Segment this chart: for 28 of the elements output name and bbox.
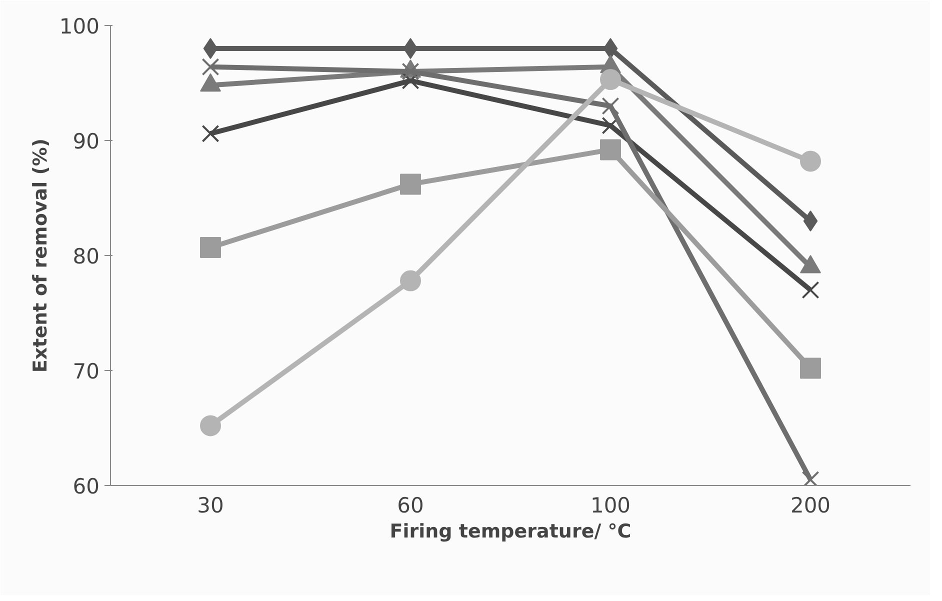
point	[200, 415, 221, 436]
point	[200, 236, 221, 258]
x-tick-label: 200	[790, 494, 831, 518]
point	[400, 270, 421, 292]
point	[800, 150, 821, 172]
y-tick-label: 70	[72, 360, 100, 384]
point	[600, 139, 621, 160]
point	[800, 358, 821, 379]
point	[202, 124, 220, 142]
point	[602, 97, 620, 115]
y-tick-label: 60	[72, 474, 100, 498]
y-tick-label: 100	[59, 14, 100, 38]
x-tick-label: 100	[590, 494, 631, 518]
point	[400, 174, 421, 195]
y-tick-label: 80	[72, 244, 100, 268]
y-axis-title: Extent of removal (%)	[29, 138, 52, 373]
point	[803, 210, 818, 232]
point	[202, 58, 220, 76]
point	[603, 38, 618, 59]
point	[802, 281, 820, 299]
y-tick-label: 90	[72, 130, 100, 154]
x-axis-title: Firing temperature/ °C	[390, 520, 632, 542]
point	[403, 38, 418, 59]
point	[203, 38, 218, 59]
x-tick-label: 30	[197, 494, 224, 518]
point	[600, 69, 621, 90]
point	[402, 62, 420, 80]
x-tick-label: 60	[397, 494, 424, 518]
